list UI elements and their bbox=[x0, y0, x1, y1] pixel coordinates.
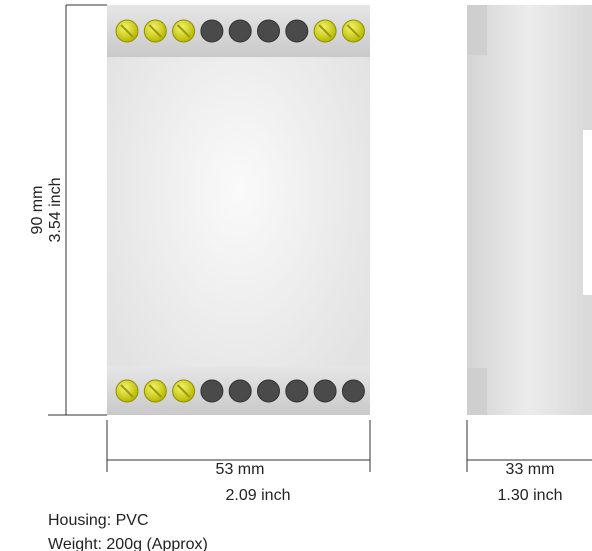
terminal bbox=[200, 19, 224, 43]
terminal bbox=[228, 379, 252, 403]
side-housing bbox=[467, 5, 592, 415]
terminal bbox=[341, 379, 365, 403]
screw-slot bbox=[346, 24, 361, 38]
terminal bbox=[257, 379, 280, 403]
screw-slot bbox=[120, 384, 134, 398]
screw-slot bbox=[148, 24, 163, 38]
terminal bbox=[285, 379, 309, 403]
housing bbox=[107, 5, 370, 415]
height-inch: 3.54 inch bbox=[47, 178, 64, 243]
height-mm: 90 mm bbox=[29, 186, 46, 235]
screw-slot bbox=[318, 24, 332, 38]
screw-slot bbox=[148, 384, 163, 398]
terminal bbox=[285, 19, 309, 43]
depth-inch: 1.30 inch bbox=[498, 487, 563, 504]
terminal bbox=[200, 379, 224, 403]
screw-slot bbox=[176, 24, 191, 38]
flange bbox=[467, 368, 487, 415]
terminals bbox=[115, 19, 365, 403]
side-view bbox=[467, 5, 592, 415]
notch bbox=[583, 130, 592, 295]
dimension-lines bbox=[48, 4, 592, 472]
terminal bbox=[228, 19, 252, 43]
terminal bbox=[257, 19, 280, 43]
notch bbox=[583, 5, 592, 130]
housing-note: Housing: PVC bbox=[48, 512, 149, 529]
front-view bbox=[107, 5, 370, 415]
terminal bbox=[313, 379, 337, 403]
width-inch: 2.09 inch bbox=[226, 487, 291, 504]
width-mm: 53 mm bbox=[216, 461, 265, 478]
notch bbox=[583, 295, 592, 415]
depth-mm: 33 mm bbox=[506, 461, 555, 478]
screw-slot bbox=[120, 24, 134, 38]
flange bbox=[467, 5, 487, 55]
weight-note: Weight: 200g (Approx) bbox=[48, 536, 208, 551]
screw-slot bbox=[176, 384, 191, 398]
